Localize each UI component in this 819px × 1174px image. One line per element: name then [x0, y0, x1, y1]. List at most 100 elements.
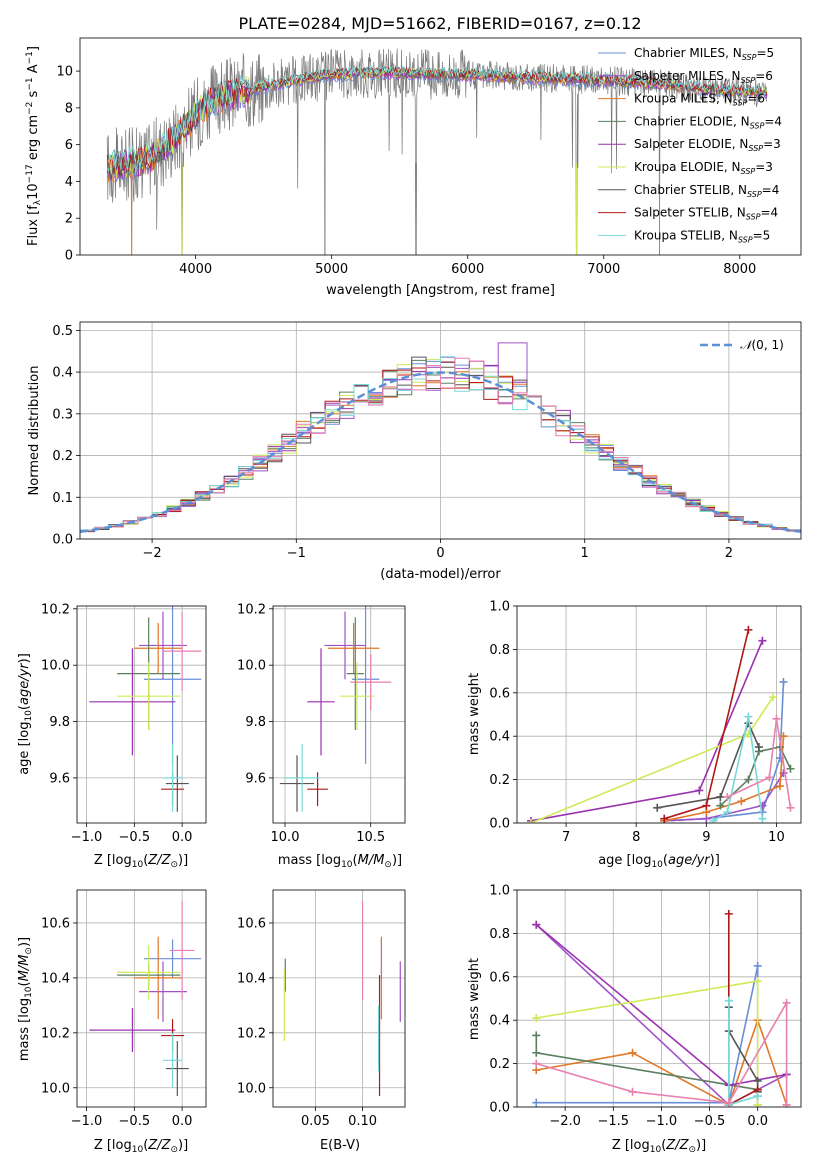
x-tick-label: −1.0 — [71, 830, 103, 845]
axes-frame — [79, 37, 802, 256]
label-part: 10 — [132, 860, 144, 870]
label-part: s — [26, 90, 41, 101]
x-tick-label: 0.0 — [172, 830, 193, 845]
x-tick-label: −1.5 — [597, 1114, 629, 1129]
legend-text: (0, 1) — [752, 338, 784, 352]
plus-marker — [532, 920, 541, 929]
plus-marker — [628, 1048, 637, 1057]
axes-frame — [516, 605, 802, 824]
legend-entry: Kroupa STELIB, NSSP=5 — [634, 228, 770, 244]
label-part: 10 — [26, 183, 41, 200]
legend-tail: =6 — [755, 69, 773, 83]
y-tick-label: 2 — [65, 212, 73, 227]
legend-text: Chabrier MILES, N — [634, 46, 742, 60]
label-part: erg cm — [26, 115, 41, 164]
y-tick-label: 10.0 — [237, 1081, 266, 1096]
mass-vs-z-panel: −1.0 −0.5 0.010.010.210.410.6Z [log10(Z/Z⊙… — [17, 889, 207, 1155]
label-part: )] — [17, 937, 32, 947]
y-tick-label: 0.2 — [489, 773, 510, 788]
plus-marker — [753, 1076, 762, 1085]
label-part: )] — [696, 1138, 706, 1153]
y-tick-label: 0.8 — [489, 643, 510, 658]
legend-entry: 𝒩(0, 1) — [740, 338, 784, 352]
legend-sub: SSP — [741, 76, 756, 85]
y-tick-label: 10.2 — [237, 602, 266, 617]
label-part: ⊙ — [170, 1145, 178, 1155]
x-tick-label: 4000 — [179, 262, 212, 277]
plus-marker — [765, 773, 774, 782]
series-line — [535, 1035, 759, 1105]
plus-marker — [744, 775, 753, 784]
x-axis-label: E(B-V) — [320, 1138, 360, 1153]
legend-entry: Salpeter ELODIE, NSSP=3 — [634, 137, 781, 153]
axes-frame — [76, 605, 207, 824]
label-part: Z [log — [94, 853, 132, 868]
plot-area — [279, 606, 392, 812]
plot-area — [283, 900, 401, 1097]
label-part: ( — [663, 853, 668, 868]
plus-marker — [772, 714, 781, 723]
y-axis-label: mass [log10(M/M⊙)] — [17, 937, 34, 1061]
x-axis-label: (data-model)/error — [380, 567, 501, 582]
plus-marker — [768, 693, 777, 702]
y-tick-label: 0.6 — [489, 686, 510, 701]
label-part: 10 — [650, 1145, 662, 1155]
plus-marker — [779, 732, 788, 741]
label-part: age [log — [17, 722, 32, 775]
x-tick-label: 7 — [562, 830, 570, 845]
x-tick-label: 0.10 — [348, 1114, 377, 1129]
y-tick-label: 0 — [65, 249, 73, 264]
label-part: M/M — [358, 853, 385, 868]
label-part: 10 — [341, 860, 353, 870]
series-line — [712, 716, 764, 822]
label-part: ] — [26, 46, 41, 51]
label-part: 10 — [24, 710, 34, 722]
label-part: A — [26, 64, 41, 77]
plus-marker — [758, 636, 767, 645]
plot-area — [106, 48, 768, 255]
age-vs-z-panel: −1.0 −0.5 0.09.69.810.010.2Z [log10(Z/Z⊙)]… — [17, 602, 207, 870]
y-tick-label: 10.6 — [237, 916, 266, 931]
plus-marker — [744, 712, 753, 721]
y-tick-label: 9.6 — [245, 771, 266, 786]
y-tick-label: 0.4 — [489, 730, 510, 745]
y-axis-label: mass weight — [467, 958, 482, 1040]
y-tick-label: 9.6 — [49, 771, 70, 786]
x-axis-label: age [log10(age/yr)] — [598, 853, 720, 870]
label-part: Z/Z — [147, 853, 171, 868]
plus-marker — [753, 1100, 762, 1107]
y-axis-label: age [log10(age/yr)] — [17, 653, 34, 775]
legend-tail: =4 — [760, 206, 778, 220]
label-part: age [log — [598, 853, 651, 868]
plus-marker — [786, 764, 795, 773]
axes-frame — [79, 321, 802, 540]
y-tick-label: 10.2 — [41, 1026, 70, 1041]
label-part: 10 — [24, 986, 34, 998]
plus-marker — [532, 1059, 541, 1068]
plus-marker — [628, 1087, 637, 1096]
x-axis-label: mass [log10(M/M⊙)] — [278, 853, 402, 870]
label-part: Z [log — [612, 1138, 650, 1153]
plus-marker — [754, 743, 763, 752]
x-tick-label: −2 — [143, 546, 162, 561]
plus-marker — [716, 801, 725, 810]
y-tick-label: 10.0 — [41, 659, 70, 674]
axes-frame — [76, 889, 207, 1108]
label-part: Z [log — [94, 1138, 132, 1153]
label-part: E(B-V) — [320, 1138, 360, 1153]
y-tick-label: 10.0 — [41, 1081, 70, 1096]
legend-text: Chabrier STELIB, N — [634, 183, 747, 197]
legend-entry: Chabrier ELODIE, NSSP=4 — [634, 114, 782, 130]
age-vs-mass-panel: 10.0 10.5 9.6 9.8 10.0 10.2 mass [log10(M/M⊙)] — [237, 602, 406, 870]
x-axis-label: Z [log10(Z/Z⊙)] — [94, 853, 188, 870]
spectrum-panel: 4000 5000 6000 7000 8000 0 2 4 6 8 10 Chabrier MILE… — [25, 37, 802, 298]
x-tick-label: 0.0 — [172, 1114, 193, 1129]
y-tick-label: 0.4 — [52, 366, 73, 381]
plot-area — [80, 342, 801, 533]
x-tick-label: −0.5 — [119, 1114, 151, 1129]
plus-marker — [779, 677, 788, 686]
y-tick-label: 4 — [65, 175, 73, 190]
x-tick-label: 10.0 — [271, 830, 300, 845]
label-part: M/M — [17, 955, 32, 982]
y-axis-label: mass weight — [467, 673, 482, 755]
